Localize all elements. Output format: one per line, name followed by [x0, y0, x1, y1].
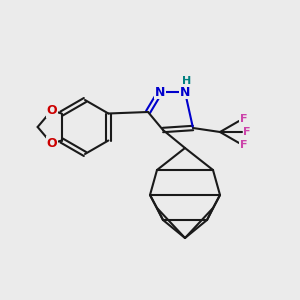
- Text: O: O: [46, 104, 57, 117]
- Text: O: O: [46, 137, 57, 150]
- Text: F: F: [243, 127, 251, 137]
- Text: H: H: [182, 76, 192, 86]
- Text: N: N: [180, 85, 190, 98]
- Text: N: N: [155, 85, 165, 98]
- Text: F: F: [240, 140, 247, 151]
- Text: F: F: [240, 113, 247, 124]
